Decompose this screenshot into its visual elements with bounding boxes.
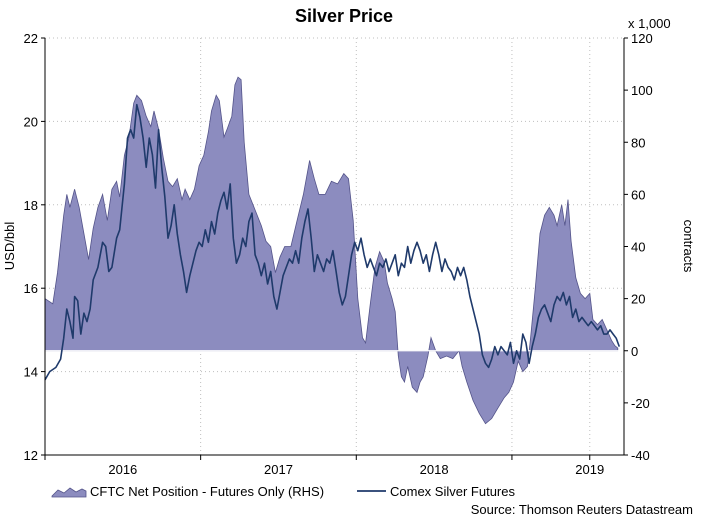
x-tick-label: 2016 [108, 462, 137, 477]
right-tick-label: 20 [631, 292, 645, 307]
x-tick-label: 2019 [575, 462, 604, 477]
left-tick-label: 12 [24, 448, 38, 463]
right-axis-multiplier: x 1,000 [628, 16, 671, 31]
silver-line-layer [44, 103, 621, 381]
source-note: Source: Thomson Reuters Datastream [471, 502, 693, 516]
legend: CFTC Net Position - Futures Only (RHS) C… [51, 484, 515, 499]
right-tick-label: 80 [631, 135, 645, 150]
right-tick-label: 100 [631, 83, 653, 98]
right-tick-label: 60 [631, 187, 645, 202]
left-tick-label: 20 [24, 114, 38, 129]
right-axis-label: contracts [681, 220, 696, 273]
legend-label-silver: Comex Silver Futures [390, 484, 515, 499]
x-tick-label: 2018 [420, 462, 449, 477]
cftc-net-position-area [44, 76, 619, 425]
left-tick-label: 14 [24, 365, 38, 380]
left-axis-label: USD/bbl [2, 222, 17, 271]
right-tick-label: 0 [631, 344, 638, 359]
left-tick-label: 22 [24, 31, 38, 46]
right-tick-label: -40 [631, 448, 650, 463]
chart-title: Silver Price [295, 6, 393, 26]
comex-silver-futures-line [44, 103, 621, 381]
legend-label-cftc: CFTC Net Position - Futures Only (RHS) [90, 484, 324, 499]
left-tick-label: 18 [24, 198, 38, 213]
x-tick-label: 2017 [264, 462, 293, 477]
right-tick-label: 120 [631, 31, 653, 46]
legend-swatch-cftc-area [51, 487, 87, 498]
axes: 12 14 16 18 20 22 -40 -20 0 20 40 60 80 100 120 2016 201… [24, 31, 653, 477]
right-tick-label: 40 [631, 240, 645, 255]
right-tick-label: -20 [631, 396, 650, 411]
left-tick-label: 16 [24, 281, 38, 296]
